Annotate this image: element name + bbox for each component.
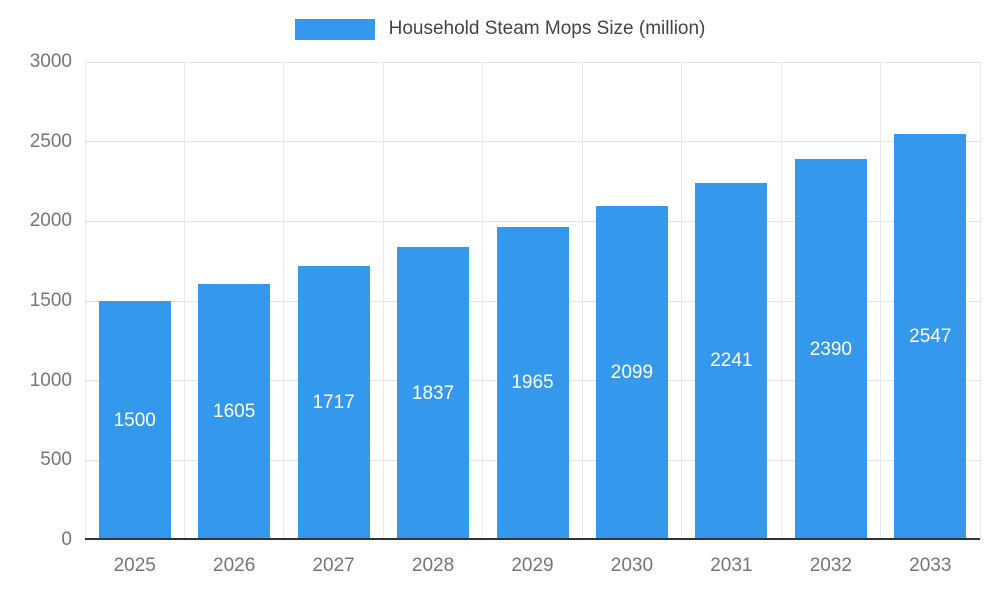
x-axis-label: 2029	[511, 555, 554, 576]
gridline-vertical	[84, 62, 86, 540]
gridline-vertical	[283, 62, 285, 540]
legend: Household Steam Mops Size (million)	[0, 18, 1000, 40]
bar-value-label: 1965	[511, 372, 554, 394]
bar: 2099	[595, 205, 668, 540]
bar-value-label: 1837	[411, 382, 455, 404]
bar-value-label: 1500	[113, 409, 156, 431]
x-axis-baseline	[85, 538, 980, 540]
legend-swatch	[294, 18, 375, 40]
bar: 2547	[894, 134, 967, 540]
gridline-horizontal	[85, 61, 980, 63]
bar-value-label: 2241	[710, 350, 753, 372]
x-axis-label: 2033	[909, 555, 952, 576]
gridline-horizontal	[85, 220, 980, 222]
x-axis-label: 2028	[411, 555, 455, 576]
bar: 2390	[794, 159, 867, 540]
gridline-vertical	[681, 62, 683, 540]
y-axis-tick-label: 2000	[29, 210, 72, 232]
gridline-vertical	[979, 62, 981, 540]
y-axis-tick-label: 500	[40, 449, 72, 471]
bar: 1500	[98, 301, 171, 540]
bar: 1605	[198, 284, 271, 540]
y-axis-tick-label: 2500	[29, 130, 72, 152]
bar-value-label: 1605	[213, 401, 256, 423]
y-axis-tick-label: 3000	[29, 51, 72, 72]
x-axis-label: 2025	[113, 555, 156, 576]
x-axis-label: 2032	[809, 555, 852, 576]
x-axis-label: 2031	[710, 555, 753, 576]
legend-label: Household Steam Mops Size (million)	[388, 18, 706, 39]
bar-value-label: 2099	[610, 361, 654, 383]
y-axis-tick-label: 1000	[29, 369, 72, 391]
gridline-vertical	[581, 62, 583, 540]
y-axis-tick-label: 1500	[29, 290, 72, 311]
bar-value-label: 2547	[909, 326, 952, 348]
gridline-vertical	[482, 62, 484, 540]
bar: 1837	[397, 247, 470, 540]
gridline-vertical	[382, 62, 384, 540]
bar: 1965	[496, 226, 569, 540]
bar: 2241	[695, 182, 768, 540]
gridline-vertical	[880, 62, 882, 540]
bar-value-label: 2390	[809, 338, 852, 360]
gridline-horizontal	[85, 141, 980, 143]
gridline-vertical	[780, 62, 782, 540]
x-axis-label: 2027	[312, 555, 355, 576]
y-axis-tick-label: 0	[61, 529, 72, 550]
plot-area: 1500 1605 1717 1837 1965 2099 2241 2390 2547	[84, 61, 981, 540]
x-axis-label: 2026	[213, 555, 256, 576]
x-axis-label: 2030	[610, 555, 654, 576]
gridline-vertical	[183, 62, 185, 540]
bar-value-label: 1717	[312, 392, 355, 414]
bar: 1717	[297, 266, 370, 540]
